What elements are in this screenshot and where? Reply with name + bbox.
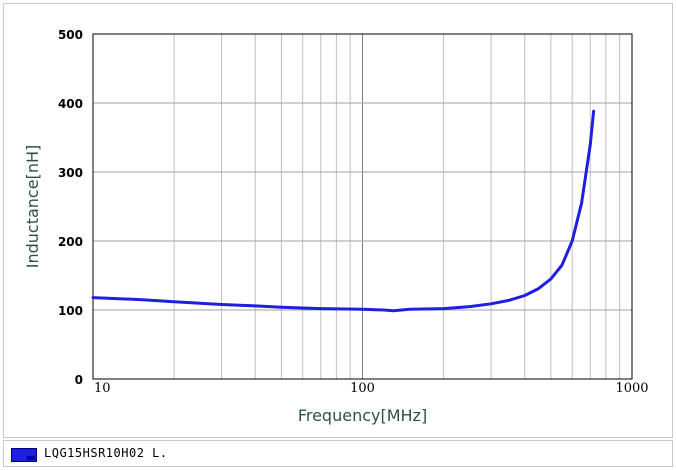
x-tick-label: 1000 [615, 381, 648, 396]
series-line [91, 109, 596, 313]
y-axis-label: Inductance[nH] [23, 145, 42, 268]
legend: LQG15HSR10H02 L. [3, 440, 673, 467]
x-tick-label: 10 [94, 381, 111, 396]
legend-label: LQG15HSR10H02 L. [44, 446, 168, 460]
y-tick-label: 0 [75, 373, 83, 387]
chart-frame: 0 100 200 300 400 500 10 100 1000 Frequency[MHz… [3, 3, 673, 438]
series-layer [91, 109, 596, 313]
minor-grid [173, 34, 621, 379]
inductance-chart: 0 100 200 300 400 500 10 100 1000 Frequency[MHz… [23, 28, 649, 425]
y-tick-label: 200 [58, 235, 83, 249]
legend-swatch [11, 448, 37, 462]
y-tick-label: 400 [58, 97, 83, 111]
x-axis-label: Frequency[MHz] [298, 406, 427, 425]
y-tick-label: 100 [58, 304, 83, 318]
x-tick-label: 100 [350, 381, 375, 396]
plot-border [92, 33, 633, 380]
x-tick-labels: 10 100 1000 [94, 381, 649, 396]
y-tick-label: 300 [58, 166, 83, 180]
y-tick-labels: 0 100 200 300 400 500 [58, 28, 83, 387]
y-tick-label: 500 [58, 28, 83, 42]
